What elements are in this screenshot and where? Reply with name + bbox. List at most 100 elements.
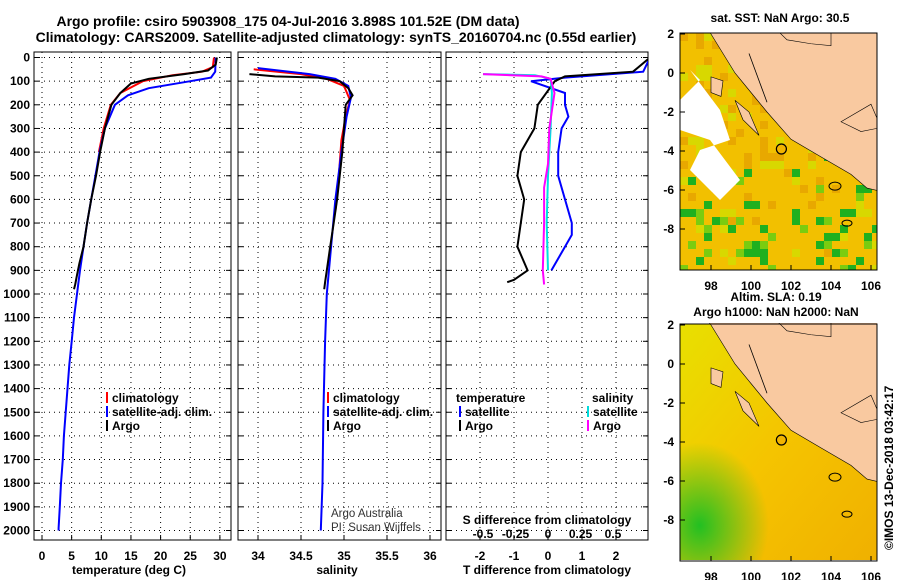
lat-tick-label: -6 [663,183,674,197]
sst-cell [800,185,808,193]
sst-cell [704,65,712,73]
legend-label: satellite-adj. clim. [333,405,433,419]
lon-tick-label: 98 [704,279,718,293]
sst-cell [760,249,768,257]
depth-tick-label: 1000 [3,287,30,301]
depth-tick-label: 1900 [3,500,30,514]
x-tick-label: 0 [545,549,552,563]
contour-line [748,344,768,394]
sst-cell [872,241,877,249]
lat-tick-label: 0 [667,357,674,371]
sst-cell [696,65,704,73]
sst-cell [816,193,824,201]
land-siberut [734,391,760,427]
sst-cell [728,257,736,265]
x-tick-label: 0 [39,549,46,563]
sst-cell [808,201,816,209]
sst-cell [864,233,872,241]
sst-cell [800,225,808,233]
sst-cell [816,185,824,193]
sst-cell [688,137,696,145]
lat-tick-label: -2 [663,396,674,410]
s-diff-tick-label: -0.5 [473,527,494,541]
sst-cell [792,169,800,177]
sst-cell [720,249,728,257]
sst-cell [752,241,760,249]
sst-map-title: sat. SST: NaN Argo: 30.5 [711,11,850,25]
sst-cell [680,137,688,145]
sst-cell [680,209,688,217]
sst-cell [760,241,768,249]
sst-cell [720,105,728,113]
map-sla: 98 100 102 104 106 2 0 -2 -4 -6 -8 [663,318,881,580]
sst-cell [696,225,704,233]
sst-cell [752,249,760,257]
legend-label: satellite [593,405,638,419]
sst-cell [840,233,848,241]
s-diff-tick-label: -0.25 [502,527,530,541]
argo-position-marker [775,434,788,446]
sst-cell [760,153,768,161]
sst-cell [832,185,840,193]
sst-cell [808,153,816,161]
sst-cell [872,265,877,270]
sst-cell [744,153,752,161]
map-sst: 98 100 102 104 106 2 0 -2 -4 -6 -8 [663,27,881,293]
depth-tick-label: 900 [10,263,30,277]
sst-cell [696,209,704,217]
sst-cell [848,209,856,217]
x-tick-label: 35.5 [375,549,399,563]
sst-cell [720,73,728,81]
depth-tick-label: 500 [10,169,30,183]
bathymetry-contour [841,219,853,227]
sst-cell [824,233,832,241]
sst-cell [704,33,712,41]
s-diff-tick-label: 0.25 [569,527,593,541]
sst-cell [864,209,872,217]
sst-cell [872,225,877,233]
sst-cell [760,225,768,233]
lat-tick-label: 0 [667,66,674,80]
x-tick-label: 34 [251,549,265,563]
sst-cell [696,217,704,225]
sst-cell [704,57,712,65]
argo-position-marker [775,143,788,155]
depth-tick-label: 400 [10,145,30,159]
lat-tick-label: -4 [663,435,674,449]
legend-title-salinity: salinity [592,391,634,405]
sst-cell [816,257,824,265]
sst-cell [704,89,712,97]
sst-cell [768,233,776,241]
legend-label: climatology [333,391,400,405]
land-peninsula [779,33,832,47]
sst-cell [776,153,784,161]
sst-cell [784,169,792,177]
bathymetry-contour [841,510,853,518]
sst-cell [688,241,696,249]
s-diff-axis-label: S difference from climatology [463,513,632,527]
sst-cell [688,193,696,201]
sst-cell [720,217,728,225]
sst-cell [856,193,864,201]
sst-cell [696,257,704,265]
land-island [710,76,724,97]
sst-cell [688,177,696,185]
sst-cell [792,209,800,217]
sst-cell [856,257,864,265]
depth-tick-label: 100 [10,74,30,88]
x-tick-label: 30 [213,549,227,563]
salinity-axis-label: salinity [316,563,358,577]
legend-label: climatology [112,391,179,405]
lon-tick-label: 104 [821,279,841,293]
depth-tick-label: 600 [10,192,30,206]
sst-cell [680,161,688,169]
x-tick-label: 20 [154,549,168,563]
x-tick-label: 36 [423,549,437,563]
depth-tick-label: 300 [10,121,30,135]
sst-cell [728,137,736,145]
sst-cell [744,169,752,177]
depth-tick-label: 200 [10,98,30,112]
bathymetry-contour [828,472,842,482]
series-group [249,67,354,531]
sst-cell [752,217,760,225]
